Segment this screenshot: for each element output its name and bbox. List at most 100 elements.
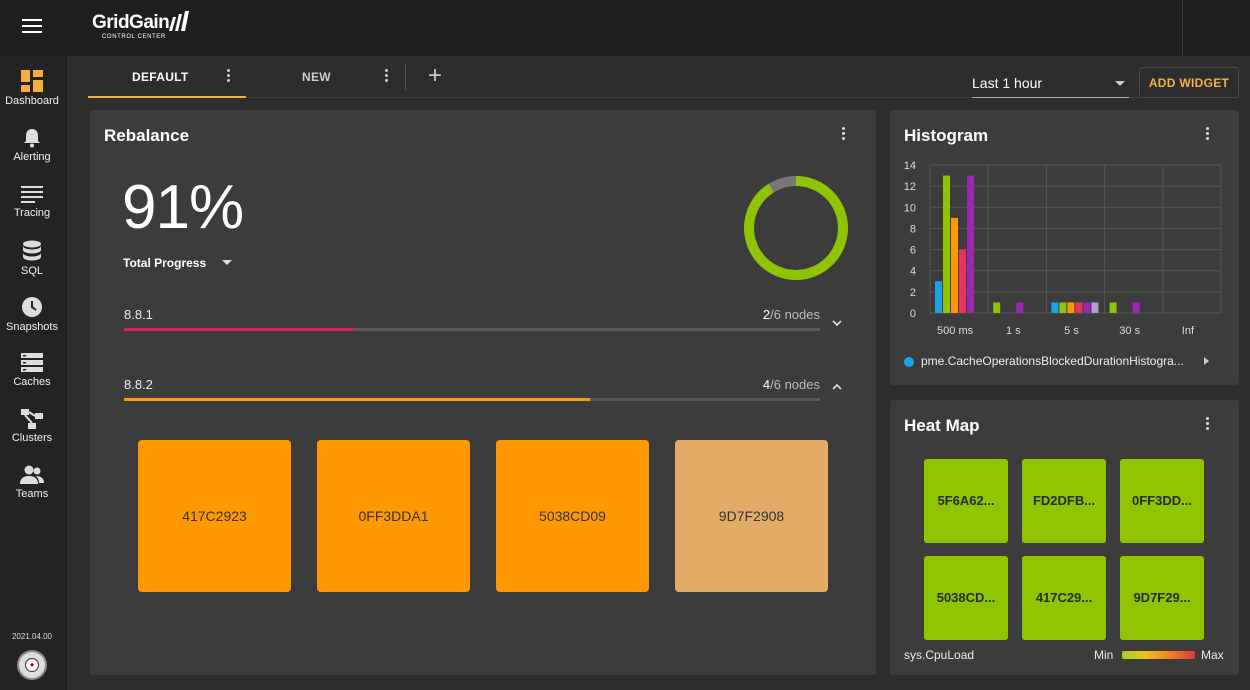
tree-icon [21,409,43,429]
y-tick-label: 8 [910,223,916,235]
progress-donut [744,176,848,280]
tab-label: NEW [302,70,331,84]
clock-icon [22,297,42,317]
x-tick-label: 500 ms [937,325,974,337]
sidebar-item-snapshots[interactable]: Snapshots [0,296,64,333]
y-tick-label: 12 [904,181,916,193]
version-progress-fill [124,328,354,331]
x-tick-label: 5 s [1064,325,1079,337]
tab-label: DEFAULT [132,70,189,84]
histogram-bar [1075,302,1083,313]
y-tick-label: 0 [910,308,916,320]
heatmap-tile[interactable]: 417C29... [1022,556,1106,640]
y-tick-label: 10 [904,202,916,214]
certification-badge-icon: ◆ [17,650,47,680]
histogram-bar [993,302,1001,313]
heatmap-gradient-scale [1122,651,1195,659]
caret-down-icon [1115,81,1125,86]
histogram-bar [1091,302,1099,313]
logo-text: GridGain [92,12,170,33]
tab-menu-icon[interactable] [385,69,389,84]
add-widget-button[interactable]: ADD WIDGET [1139,67,1239,98]
node-tile[interactable]: 417C2923 [138,440,291,592]
x-tick-label: Inf [1182,325,1195,337]
histogram-bar [967,175,974,313]
histogram-bar [935,281,942,313]
top-bar: GridGain CONTROL CENTER [0,0,1250,56]
histogram-bar [1083,302,1091,313]
time-range-select[interactable]: Last 1 hour [972,66,1129,98]
rebalance-widget: Rebalance 91% Total Progress 8.8.1 2/6 n… [90,110,876,675]
tab-new[interactable]: NEW [258,56,408,98]
dashboard-icon [21,70,43,92]
sidebar-item-label: SQL [20,265,43,277]
sidebar-item-label: Tracing [13,207,51,219]
people-icon [20,465,44,484]
histogram-bar [943,175,950,313]
sidebar-item-label: Clusters [11,432,53,444]
database-icon [23,240,41,261]
time-range-value: Last 1 hour [972,75,1043,91]
total-progress-label[interactable]: Total Progress [123,256,207,270]
histogram-bar [951,217,958,313]
histogram-bar [1016,302,1024,313]
widget-title: Heat Map [904,416,980,435]
sidebar-item-caches[interactable]: Caches [0,353,64,388]
widget-menu-icon[interactable] [1206,127,1210,142]
widget-title: Histogram [904,126,989,145]
widget-menu-icon[interactable] [1206,417,1210,432]
sidebar-item-sql[interactable]: SQL [0,240,64,277]
histogram-bar [1067,302,1075,313]
bell-icon [24,129,40,148]
tab-menu-icon[interactable] [227,69,231,84]
histogram-legend[interactable]: pme.CacheOperationsBlockedDurationHistog… [904,354,1224,370]
version-progress-track [124,398,820,401]
histogram-bar [959,249,966,313]
sidebar-item-dashboard[interactable]: Dashboard [0,70,64,107]
histogram-bar [1051,302,1059,313]
tab-default[interactable]: DEFAULT [88,56,246,98]
version-nodes: 4/6 nodes [762,377,820,392]
version-label: 8.8.1 [124,307,153,322]
heatmap-tile[interactable]: 5F6A62... [924,459,1008,543]
chevron-right-icon[interactable] [1204,357,1209,365]
sidebar-item-clusters[interactable]: Clusters [0,409,64,444]
histogram-bar [1132,302,1140,313]
stack-icon [21,353,43,372]
tab-separator [405,64,406,90]
app-version: 2021.04.00 [11,632,53,641]
widget-title: Rebalance [104,126,190,145]
rebalance-percent: 91% [122,173,244,242]
histogram-widget: Histogram 0 2 4 6 8 10 12 14 500 ms 1 s 5 s 30 s Inf… [890,110,1239,385]
sidebar-item-teams[interactable]: Teams [0,465,64,500]
sidebar: Dashboard Alerting Tracing SQL Snapshots [0,56,67,690]
heatmap-tile[interactable]: FD2DFB... [1022,459,1106,543]
widget-menu-icon[interactable] [842,127,846,142]
gridgain-logo[interactable]: GridGain CONTROL CENTER [92,11,189,40]
node-tile[interactable]: 5038CD09 [496,440,649,592]
x-tick-label: 30 s [1119,325,1140,337]
topbar-divider [1182,0,1183,56]
y-tick-label: 4 [910,266,916,278]
add-tab-icon[interactable]: + [428,62,443,89]
node-tile[interactable]: 0FF3DDA1 [317,440,470,592]
y-tick-label: 6 [910,245,916,257]
heatmap-metric-label[interactable]: sys.CpuLoad [904,648,975,662]
sidebar-item-label: Snapshots [6,321,58,333]
heatmap-tile[interactable]: 5038CD... [924,556,1008,640]
y-tick-label: 14 [904,160,916,172]
heatmap-tile[interactable]: 9D7F29... [1120,556,1204,640]
caret-down-icon[interactable] [222,260,232,265]
legend-label: pme.CacheOperationsBlockedDurationHistog… [921,354,1184,368]
chevron-down-icon[interactable] [832,318,842,328]
y-tick-label: 2 [910,287,916,299]
sidebar-item-tracing[interactable]: Tracing [0,184,64,219]
dashboard-tabs: DEFAULT NEW + [88,56,1238,98]
node-tile[interactable]: 9D7F2908 [675,440,828,592]
heatmap-tile[interactable]: 0FF3DD... [1120,459,1204,543]
menu-icon[interactable] [22,19,42,35]
sidebar-item-alerting[interactable]: Alerting [0,128,64,163]
chevron-up-icon[interactable] [832,382,842,392]
logo-mark-icon [169,11,189,31]
logo-subtitle: CONTROL CENTER [102,34,166,40]
